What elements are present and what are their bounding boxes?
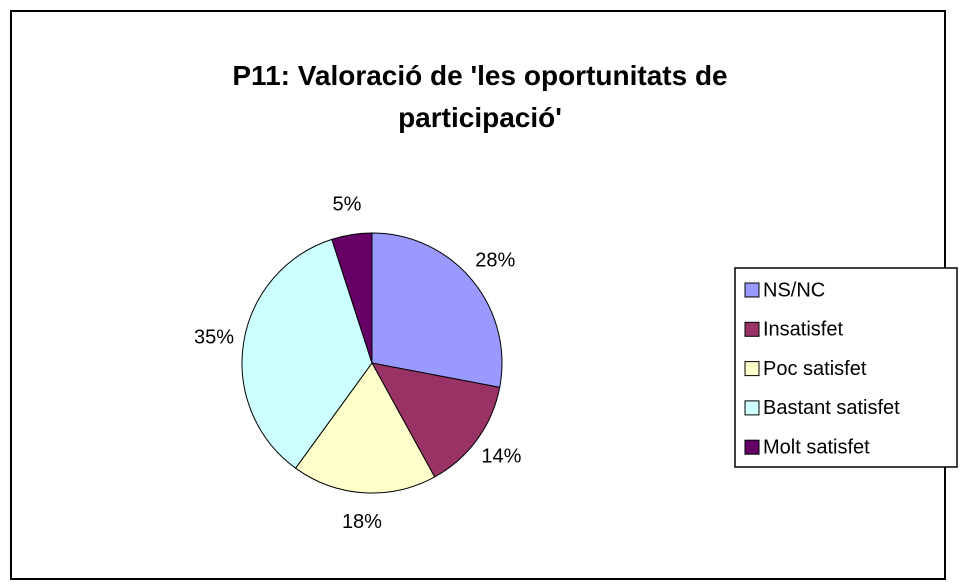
legend-swatch: [744, 439, 760, 455]
data-label: 35%: [194, 326, 234, 348]
legend-box: [734, 267, 958, 468]
legend-label: Bastant satisfet: [763, 397, 900, 419]
legend-label: Insatisfet: [763, 319, 843, 341]
data-label: 18%: [342, 511, 382, 533]
data-label: 14%: [481, 445, 521, 467]
chart-title: P11: Valoració de 'les oportunitats de p…: [232, 60, 728, 133]
legend-label: Molt satisfet: [763, 436, 870, 458]
pie-slice: [371, 232, 503, 388]
pie-slice: [331, 232, 373, 364]
pie-slice: [294, 362, 436, 494]
data-label: 5%: [333, 193, 362, 215]
legend-swatch: [744, 282, 760, 298]
legend-label: NS/NC: [763, 279, 825, 301]
legend-swatch: [744, 400, 760, 416]
legend-swatch: [744, 361, 760, 377]
legend-swatch: [744, 321, 760, 337]
pie-slice: [241, 238, 373, 469]
data-label: 28%: [475, 249, 515, 271]
legend-label: Poc satisfet: [763, 358, 867, 380]
pie-slice: [371, 362, 501, 478]
